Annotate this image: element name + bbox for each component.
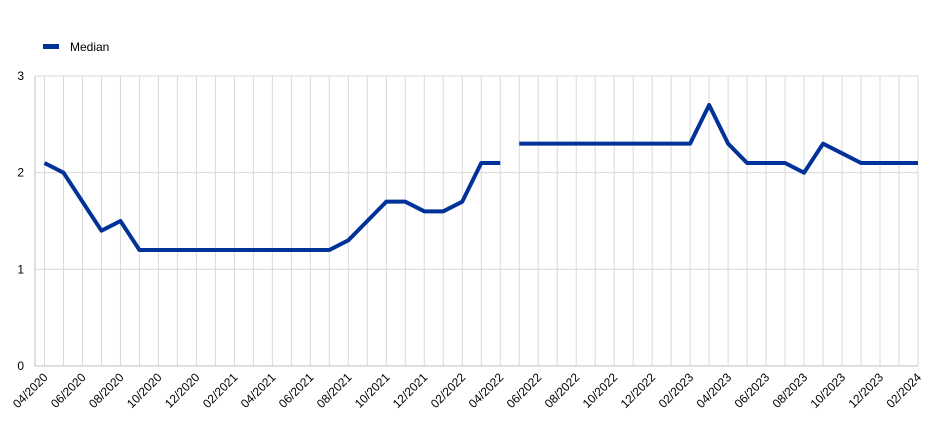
x-tick-label: 12/2020	[162, 370, 203, 411]
x-tick-label: 04/2022	[466, 370, 507, 411]
legend: Median	[43, 40, 109, 54]
x-tick-label: 12/2021	[390, 370, 431, 411]
series-lines	[43, 103, 918, 252]
x-tick-label: 12/2023	[846, 370, 887, 411]
x-tick-label: 08/2020	[86, 370, 127, 411]
series-line-median-segment-2	[519, 103, 918, 175]
x-tick-label: 02/2023	[656, 370, 697, 411]
x-tick-label: 06/2021	[276, 370, 317, 411]
y-tick-label: 0	[17, 359, 24, 373]
x-tick-label: 02/2022	[428, 370, 469, 411]
x-tick-label: 06/2022	[504, 370, 545, 411]
x-tick-label: 08/2023	[770, 370, 811, 411]
x-tick-label: 02/2024	[884, 370, 925, 411]
y-tick-label: 1	[17, 262, 24, 276]
x-tick-label: 04/2023	[694, 370, 735, 411]
x-tick-label: 10/2021	[352, 370, 393, 411]
series-line-median-segment-1	[43, 161, 501, 252]
axes	[34, 76, 918, 367]
x-tick-labels: 04/202006/202008/202010/202012/202002/20…	[10, 370, 924, 411]
x-tick-label: 10/2022	[580, 370, 621, 411]
y-tick-labels: 0 1 2 3	[17, 69, 24, 373]
x-tick-label: 04/2020	[10, 370, 51, 411]
x-tick-label: 08/2021	[314, 370, 355, 411]
y-tick-label: 2	[17, 166, 24, 180]
y-tick-label: 3	[17, 69, 24, 83]
x-tick-label: 10/2020	[124, 370, 165, 411]
x-tick-label: 06/2020	[48, 370, 89, 411]
x-tick-label: 02/2021	[200, 370, 241, 411]
legend-swatch-median	[43, 44, 59, 49]
x-tick-label: 12/2022	[618, 370, 659, 411]
x-tick-label: 10/2023	[808, 370, 849, 411]
x-tick-label: 04/2021	[238, 370, 279, 411]
x-tick-label: 08/2022	[542, 370, 583, 411]
gridlines	[35, 75, 919, 366]
legend-label-median: Median	[70, 40, 109, 54]
x-tick-label: 06/2023	[732, 370, 773, 411]
